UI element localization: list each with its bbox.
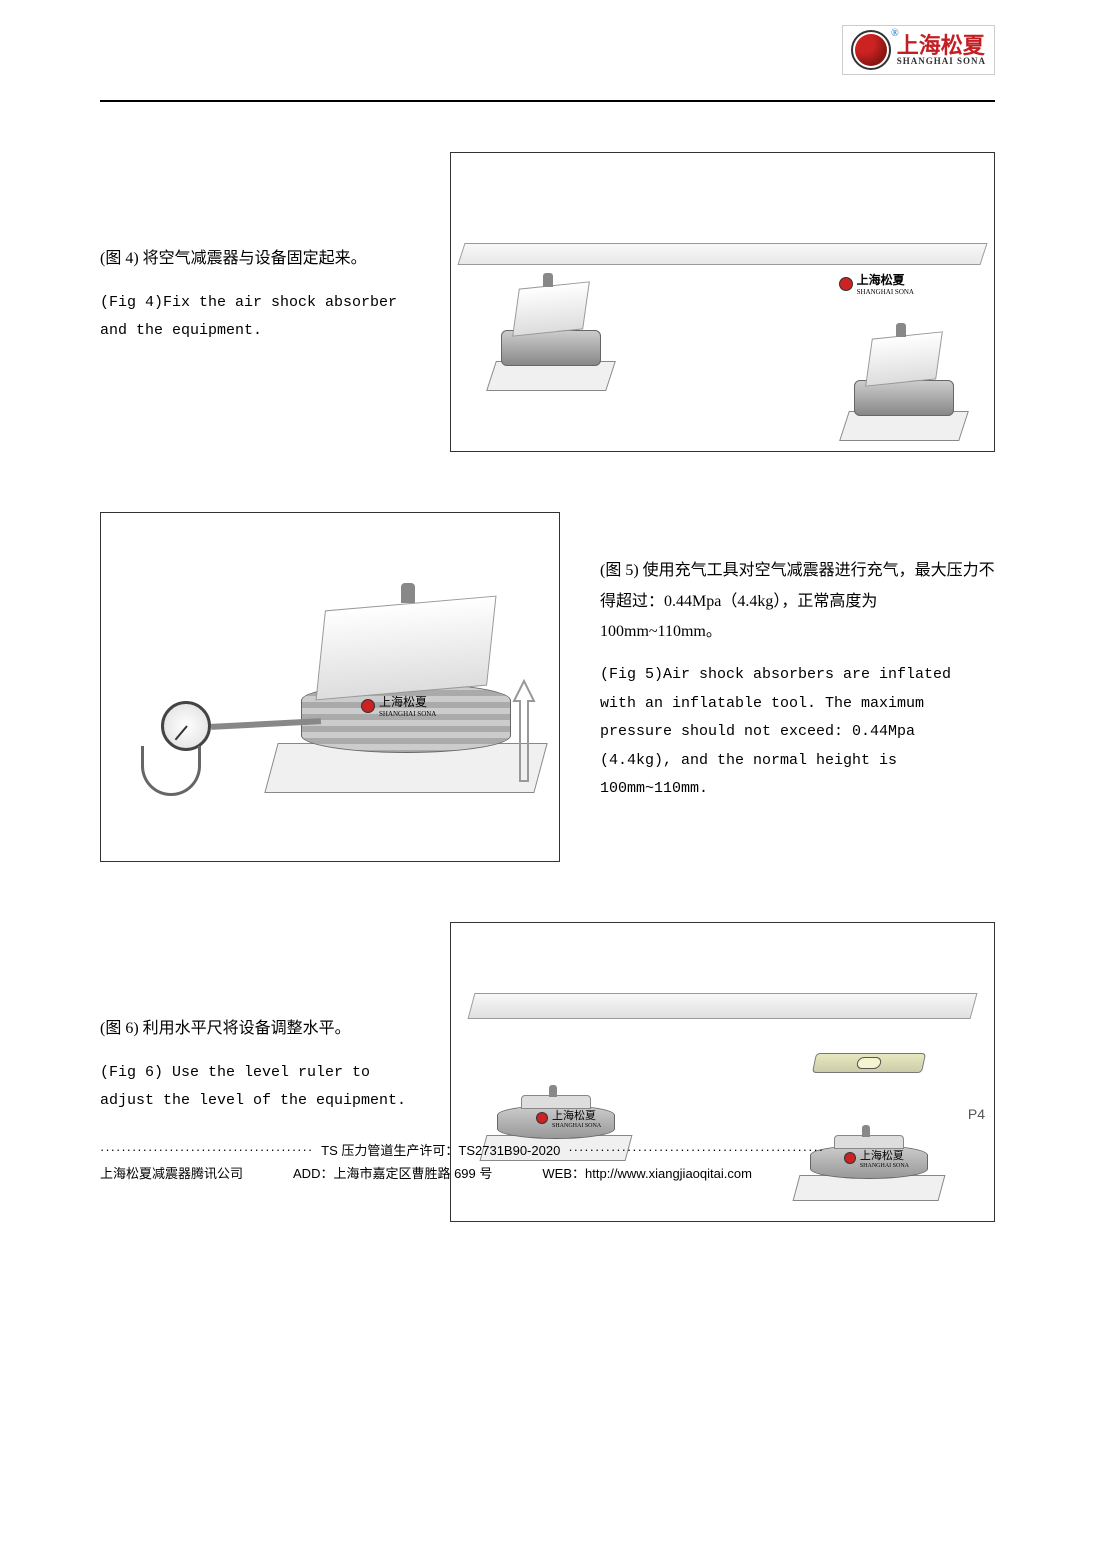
brand-cn: 上海松夏	[379, 695, 427, 709]
inflator-tool-icon	[131, 701, 271, 801]
level-ruler-icon	[812, 1053, 926, 1073]
fig4-illustration: 上海松夏 SHANGHAI SONA	[450, 152, 995, 452]
fig5-caption-en: (Fig 5)Air shock absorbers are inflated …	[600, 661, 995, 804]
brand-dot-icon	[361, 699, 375, 713]
brand-tag: 上海松夏 SHANGHAI SONA	[536, 1107, 601, 1129]
brand-cn: 上海松夏	[857, 273, 905, 287]
logo-text-en: SHANGHAI SONA	[897, 57, 986, 66]
brand-dot-icon	[839, 277, 853, 291]
footer-company: 上海松夏减震器腾讯公司	[100, 1163, 243, 1182]
fig4-section: (图 4) 将空气减震器与设备固定起来。 (Fig 4)Fix the air …	[100, 152, 995, 452]
header-logo: ® 上海松夏 SHANGHAI SONA	[842, 25, 995, 75]
footer-web: WEB：http://www.xiangjiaoqitai.com	[542, 1163, 752, 1182]
arrow-up-icon	[509, 676, 539, 791]
fig6-caption-cn: (图 6) 利用水平尺将设备调整水平。	[100, 1014, 430, 1044]
logo-text-cn: 上海松夏	[897, 35, 986, 57]
footer-license: TS 压力管道生产许可：TS2731B90-2020	[321, 1140, 560, 1159]
brand-tag: 上海松夏 SHANGHAI SONA	[361, 693, 436, 718]
fig5-caption-cn: (图 5) 使用充气工具对空气减震器进行充气，最大压力不得超过：0.44Mpa（…	[600, 556, 995, 647]
header-divider	[100, 100, 995, 102]
brand-dot-icon	[536, 1112, 548, 1124]
logo-swirl-icon: ®	[851, 30, 891, 70]
registered-mark: ®	[891, 28, 899, 39]
brand-tag: 上海松夏 SHANGHAI SONA	[839, 271, 914, 296]
shock-absorber-icon	[501, 271, 601, 391]
fig5-section: 上海松夏 SHANGHAI SONA (图 5) 使用充气工具对空气减震器进行充…	[100, 512, 995, 862]
footer-dots-left: ········································	[100, 1142, 313, 1157]
fig6-caption-en: (Fig 6) Use the level ruler to adjust th…	[100, 1059, 430, 1116]
pressure-gauge-icon	[161, 701, 211, 751]
fig4-caption-cn: (图 4) 将空气减震器与设备固定起来。	[100, 244, 430, 274]
brand-en: SHANGHAI SONA	[379, 710, 436, 718]
brand-en: SHANGHAI SONA	[857, 288, 914, 296]
brand-en: SHANGHAI SONA	[552, 1123, 601, 1129]
shock-absorber-icon	[854, 321, 954, 441]
brand-cn: 上海松夏	[552, 1110, 596, 1122]
footer-address: ADD：上海市嘉定区曹胜路 699 号	[293, 1163, 492, 1182]
fig4-caption-en: (Fig 4)Fix the air shock absorber and th…	[100, 289, 430, 346]
page-number: P4	[968, 1106, 985, 1122]
fig5-illustration: 上海松夏 SHANGHAI SONA	[100, 512, 560, 862]
footer-dots-right: ········································…	[568, 1142, 824, 1157]
footer: ········································…	[100, 1140, 995, 1182]
